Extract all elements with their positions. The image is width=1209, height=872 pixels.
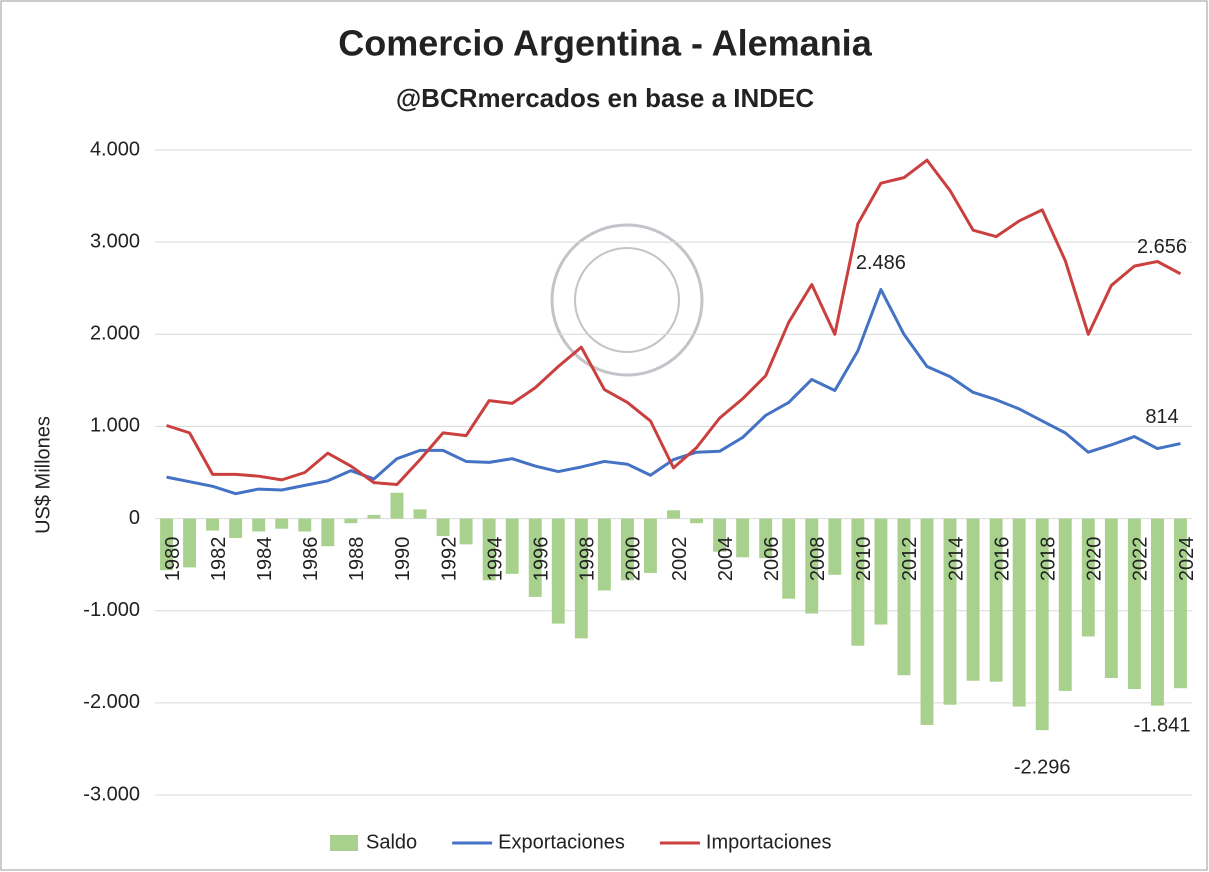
x-tick-label: 1992 — [438, 537, 460, 582]
x-tick-label: 2016 — [991, 537, 1013, 582]
data-label: -1.841 — [1134, 714, 1191, 736]
x-tick-label: 1984 — [254, 537, 276, 582]
bar — [851, 518, 865, 646]
bar — [597, 518, 611, 591]
x-tick-label: 2020 — [1084, 537, 1106, 582]
x-tick-label: 1990 — [392, 537, 414, 582]
bar — [1150, 518, 1164, 706]
x-tick-label: 2014 — [945, 537, 967, 582]
bar — [713, 518, 727, 552]
data-label: 2.486 — [856, 252, 906, 274]
x-tick-label: 2004 — [715, 537, 737, 582]
bar — [413, 509, 427, 519]
bar — [667, 510, 680, 519]
x-tick-label: 2008 — [807, 537, 829, 582]
watermark — [550, 223, 704, 377]
bar — [436, 518, 450, 537]
legend-label: Importaciones — [706, 831, 832, 853]
bar — [759, 518, 773, 559]
x-tick-label: 2018 — [1037, 537, 1059, 582]
bar — [1058, 518, 1072, 691]
y-tick-label: 2.000 — [90, 323, 140, 345]
chart-subtitle: @BCRmercados en base a INDEC — [396, 83, 815, 113]
y-tick-label: 4.000 — [90, 138, 140, 160]
bar — [1012, 518, 1026, 707]
bar — [690, 518, 703, 524]
line — [166, 158, 1182, 486]
x-tick-label: 2024 — [1176, 537, 1198, 582]
data-label: 814 — [1145, 406, 1178, 428]
legend-swatch — [330, 835, 358, 851]
bar — [344, 518, 358, 524]
x-tick-label: 2002 — [669, 537, 691, 582]
bar — [183, 518, 197, 568]
bar — [943, 518, 957, 705]
x-tick-label: 1988 — [346, 537, 368, 582]
bar — [551, 518, 565, 624]
bar — [828, 518, 842, 575]
x-tick-label: 2022 — [1130, 537, 1152, 582]
bar — [528, 518, 542, 597]
bar — [644, 518, 657, 573]
x-tick-label: 1986 — [300, 537, 322, 582]
bar — [736, 518, 750, 558]
x-tick-label: 1982 — [208, 537, 230, 582]
x-tick-label: 2012 — [899, 537, 921, 582]
x-tick-label: 2010 — [853, 537, 875, 582]
legend-label: Exportaciones — [498, 831, 625, 853]
bar — [459, 518, 473, 545]
y-tick-label: -1.000 — [83, 599, 140, 621]
bar — [229, 518, 243, 538]
bar — [275, 518, 289, 529]
bar — [897, 518, 911, 676]
bar — [920, 518, 934, 725]
bar — [1127, 518, 1141, 690]
bar — [805, 518, 819, 614]
legend-label: Saldo — [366, 831, 417, 853]
bar — [482, 518, 496, 581]
bar — [206, 518, 220, 531]
x-tick-label: 2006 — [761, 537, 783, 582]
y-axis-label: US$ Millones — [32, 416, 54, 534]
bar — [390, 492, 404, 519]
data-label: 2.656 — [1137, 236, 1187, 258]
bar — [321, 518, 335, 547]
y-tick-label: -3.000 — [83, 783, 140, 805]
bar — [782, 518, 796, 599]
bar — [1104, 518, 1118, 678]
y-tick-label: 3.000 — [90, 230, 140, 252]
bar — [966, 518, 980, 681]
bar — [160, 518, 173, 571]
bar — [1081, 518, 1095, 637]
bar — [574, 518, 588, 639]
x-tick-label: 1980 — [162, 537, 184, 582]
bar — [874, 518, 888, 625]
y-tick-label: -2.000 — [83, 691, 140, 713]
x-tick-label: 1998 — [577, 537, 599, 582]
data-label: -2.296 — [1014, 756, 1071, 778]
y-tick-label: 1.000 — [90, 415, 140, 437]
bar — [1174, 518, 1187, 689]
line — [166, 288, 1181, 496]
chart-title: Comercio Argentina - Alemania — [338, 23, 872, 64]
bar — [505, 518, 519, 574]
bar — [1035, 518, 1049, 731]
bar — [367, 514, 381, 519]
bar — [620, 518, 634, 581]
x-tick-label: 1996 — [531, 537, 553, 582]
x-tick-label: 2000 — [623, 537, 645, 582]
bar — [252, 518, 266, 532]
bar — [298, 518, 312, 532]
y-tick-label: 0 — [129, 507, 140, 529]
bar — [989, 518, 1003, 682]
x-tick-label: 1994 — [484, 537, 506, 582]
